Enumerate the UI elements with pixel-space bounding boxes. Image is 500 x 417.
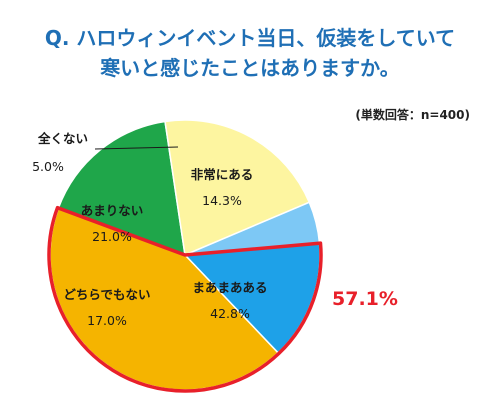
pie-slice-amari-nai: [164, 119, 311, 257]
slice-label-amari-nai: あまりない: [81, 203, 144, 218]
slice-value-hijou-ni-aru: 14.3%: [202, 193, 242, 208]
highlight-outline: [47, 205, 323, 393]
slice-label-dochira-demo-nai: どちらでもない: [63, 287, 150, 302]
slice-value-amari-nai: 21.0%: [92, 229, 132, 244]
pie-slice-dochira-demo-nai: [57, 120, 186, 257]
highlight-total-label: 57.1%: [332, 288, 398, 310]
slice-label-mattaku-nai: 全くない: [37, 131, 88, 146]
sample-size-note: (単数回答：n=400): [355, 108, 470, 122]
slice-value-dochira-demo-nai: 17.0%: [87, 313, 127, 328]
slice-label-maamaa-aru: まあまあある: [192, 280, 267, 295]
slice-value-mattaku-nai: 5.0%: [32, 159, 64, 174]
pie-slices: [49, 119, 321, 391]
slice-label-hijou-ni-aru: 非常にある: [191, 167, 254, 182]
slice-labels: 非常にある 14.3% まあまあある 42.8% どちらでもない 17.0% あまりない 21…: [32, 131, 267, 328]
chart-title-line-1: Q. ハロウィンイベント当日、仮装をしていて: [44, 26, 456, 50]
slice-value-maamaa-aru: 42.8%: [210, 306, 250, 321]
chart-title-line-2: 寒いと感じたことはありますか。: [100, 56, 400, 80]
leader-line-zenkunai: [94, 146, 179, 150]
